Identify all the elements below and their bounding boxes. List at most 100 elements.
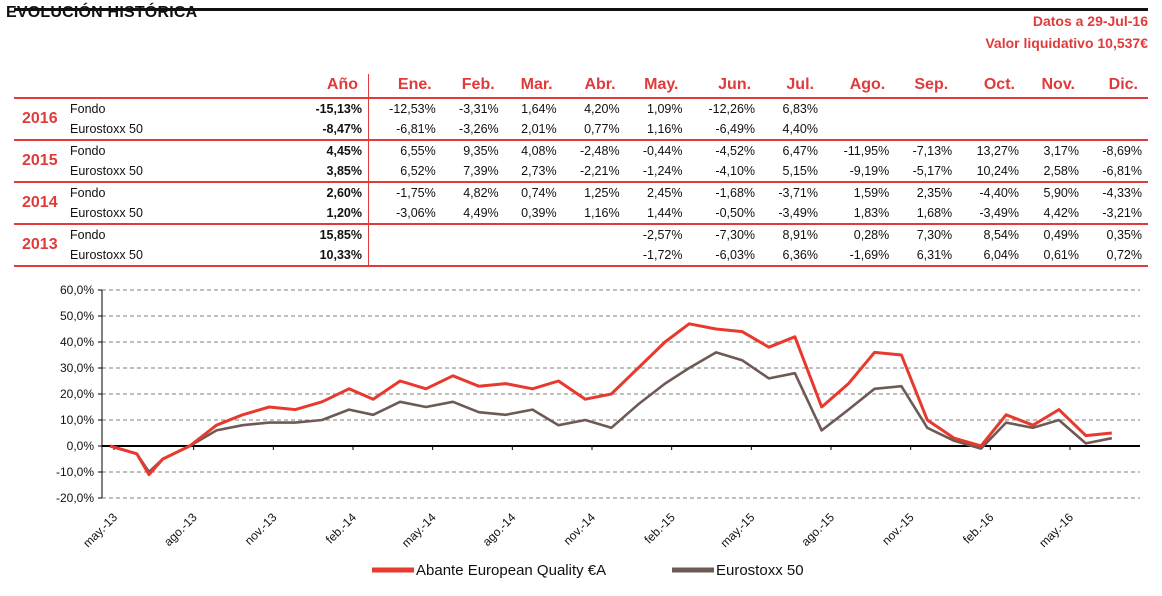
year-label: 2015 xyxy=(14,140,70,183)
monthly-return: -3,49% xyxy=(958,203,1025,225)
monthly-return xyxy=(562,245,626,267)
monthly-return: 0,39% xyxy=(504,203,563,225)
monthly-return: -8,69% xyxy=(1102,144,1142,158)
month-header: Nov. xyxy=(1024,74,1085,99)
x-tick-label: may.-16 xyxy=(1036,510,1076,550)
x-tick-label: may.-15 xyxy=(718,510,758,550)
monthly-return xyxy=(958,98,1025,119)
monthly-return xyxy=(563,224,626,245)
y-tick-label: 20,0% xyxy=(60,387,94,401)
monthly-return: 0,77% xyxy=(562,119,626,141)
table-row: 2014 Fondo 2,60% -1,75% 4,82% 0,74% 1,25% 2,45%… xyxy=(14,182,1148,225)
monthly-return xyxy=(441,245,505,267)
monthly-return: 2,35% xyxy=(916,186,953,200)
x-tick-label: nov.-14 xyxy=(561,510,599,548)
monthly-return: -9,19% xyxy=(823,161,896,183)
monthly-return xyxy=(895,119,959,141)
monthly-return: -3,21% xyxy=(1084,203,1148,225)
x-tick-label: ago.-13 xyxy=(161,510,200,549)
monthly-return: 9,35% xyxy=(463,144,499,158)
monthly-return xyxy=(1025,98,1085,119)
monthly-return: 13,27% xyxy=(976,144,1019,158)
monthly-return: -2,48% xyxy=(579,144,620,158)
monthly-return: 2,01% xyxy=(504,119,563,141)
monthly-return xyxy=(1085,98,1148,119)
monthly-return xyxy=(958,119,1025,141)
monthly-return: 7,30% xyxy=(916,228,953,242)
monthly-return xyxy=(369,224,442,245)
monthly-return: 6,55% xyxy=(400,144,436,158)
annual-return: 3,85% xyxy=(276,161,369,183)
monthly-return: -6,81% xyxy=(368,119,442,141)
monthly-return: 0,74% xyxy=(521,186,557,200)
table-row: Eurostoxx 50 3,85% 6,52% 7,39% 2,73% -2,21% -1… xyxy=(14,161,1148,183)
monthly-return: 0,49% xyxy=(1043,228,1079,242)
monthly-return: -7,30% xyxy=(715,228,756,242)
monthly-return: 2,73% xyxy=(504,161,563,183)
x-tick-label: feb.-14 xyxy=(323,510,360,547)
annual-return: 15,85% xyxy=(276,224,369,245)
monthly-return: -2,57% xyxy=(642,228,683,242)
monthly-return: -4,40% xyxy=(979,186,1019,200)
month-header: Sep. xyxy=(895,74,959,99)
monthly-return: -5,17% xyxy=(895,161,959,183)
row-label: Eurostoxx 50 xyxy=(70,203,276,225)
monthly-return xyxy=(504,245,563,267)
row-label: Eurostoxx 50 xyxy=(70,245,276,267)
monthly-return: 0,72% xyxy=(1084,245,1148,267)
table-row: Eurostoxx 50 -8,47% -6,81% -3,26% 2,01% 0,77%… xyxy=(14,119,1148,141)
monthly-return: 1,09% xyxy=(647,102,683,116)
monthly-return: 5,15% xyxy=(761,161,824,183)
monthly-return: -12,53% xyxy=(389,102,436,116)
monthly-return: 4,82% xyxy=(463,186,499,200)
nav-value: Valor liquidativo 10,537€ xyxy=(985,35,1148,51)
row-label: Fondo xyxy=(70,144,106,158)
annual-return: -15,13% xyxy=(276,98,369,119)
data-date-block: Datos a 29-Jul-16 Valor liquidativo 10,5… xyxy=(985,10,1148,54)
monthly-return: -11,95% xyxy=(843,144,890,158)
monthly-return xyxy=(1084,119,1148,141)
month-header: Jun. xyxy=(688,74,762,99)
table-row: 2015 Fondo 4,45% 6,55% 9,35% 4,08% -2,48% -0,44… xyxy=(14,140,1148,183)
monthly-return: 6,52% xyxy=(368,161,442,183)
monthly-return: -3,71% xyxy=(778,186,818,200)
monthly-return: 8,54% xyxy=(983,228,1019,242)
monthly-return: -3,49% xyxy=(761,203,824,225)
monthly-return: 4,20% xyxy=(584,102,620,116)
series-line xyxy=(109,351,1113,474)
monthly-return xyxy=(505,224,563,245)
monthly-return: -1,68% xyxy=(715,186,756,200)
monthly-return: -1,24% xyxy=(625,161,689,183)
monthly-return: 0,61% xyxy=(1024,245,1085,267)
month-header: Ago. xyxy=(823,74,896,99)
monthly-return: -6,81% xyxy=(1084,161,1148,183)
data-date: Datos a 29-Jul-16 xyxy=(1032,13,1148,29)
table-row: Eurostoxx 50 1,20% -3,06% 4,49% 0,39% 1,16% 1,… xyxy=(14,203,1148,225)
monthly-return: 1,64% xyxy=(521,102,557,116)
x-tick-label: feb.-15 xyxy=(641,510,678,547)
month-header: Jul. xyxy=(761,74,824,99)
page-title: EVOLUCIÓN HISTÓRICA xyxy=(6,4,198,21)
x-tick-label: may.-14 xyxy=(399,510,439,550)
monthly-return: -4,33% xyxy=(1102,186,1142,200)
x-tick-label: nov.-15 xyxy=(879,510,917,548)
y-tick-label: 50,0% xyxy=(60,309,94,323)
annual-return: 4,45% xyxy=(276,140,369,161)
returns-table: Año Ene. Feb. Mar. Abr. May. Jun. Jul. A… xyxy=(14,74,1148,267)
monthly-return: -12,26% xyxy=(708,102,756,116)
monthly-return: 1,16% xyxy=(562,203,626,225)
monthly-return: -3,31% xyxy=(459,102,499,116)
monthly-return: 2,58% xyxy=(1024,161,1085,183)
monthly-return xyxy=(895,98,958,119)
y-tick-label: 40,0% xyxy=(60,335,94,349)
series-line xyxy=(109,322,1112,477)
legend-label: Abante European Quality €A xyxy=(416,562,606,579)
y-tick-label: 10,0% xyxy=(60,413,94,427)
x-tick-label: ago.-15 xyxy=(798,510,837,549)
monthly-return: -3,06% xyxy=(368,203,442,225)
monthly-return: 4,40% xyxy=(761,119,824,141)
year-label: 2014 xyxy=(14,182,70,225)
row-label: Fondo xyxy=(70,228,106,242)
monthly-return: -1,72% xyxy=(625,245,689,267)
performance-chart: -20,0% -10,0% 0,0% 10,0% 20,0% 30,0% 40,0% 50,0… xyxy=(56,283,1140,579)
